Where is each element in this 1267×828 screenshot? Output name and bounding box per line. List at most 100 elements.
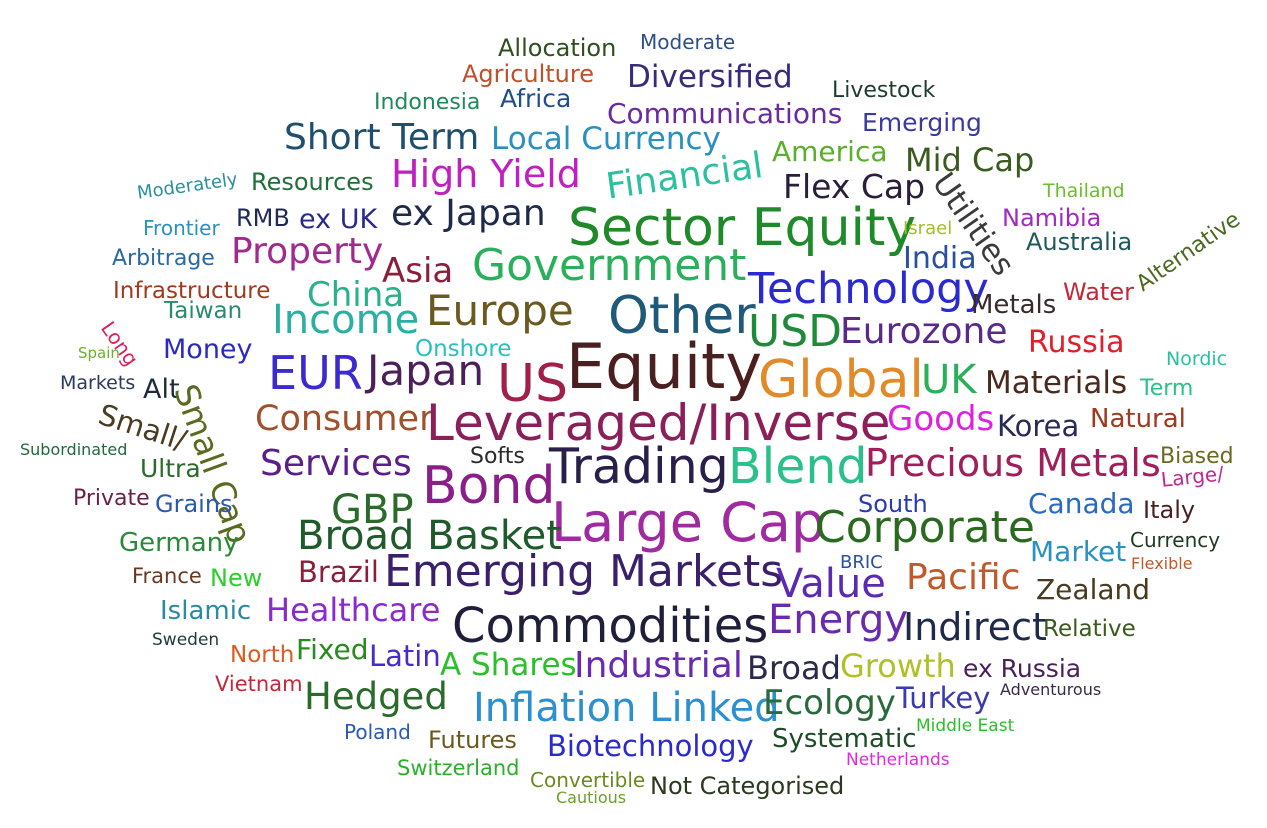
word-nordic: Nordic xyxy=(1166,348,1228,370)
word-local-currency: Local Currency xyxy=(491,121,721,157)
word-ex-japan: ex Japan xyxy=(391,193,546,234)
word-goods: Goods xyxy=(887,399,995,439)
word-zealand: Zealand xyxy=(1036,573,1151,606)
word-gbp: GBP xyxy=(331,487,414,533)
word-commodities: Commodities xyxy=(452,598,769,654)
word-relative: Relative xyxy=(1043,616,1136,642)
word-sector-equity: Sector Equity xyxy=(568,198,917,258)
word-metals: Metals xyxy=(971,290,1057,320)
word-government: Government xyxy=(472,240,747,291)
word-israel: Israel xyxy=(903,218,953,239)
word-blend: Blend xyxy=(728,438,868,495)
word-term: Term xyxy=(1140,376,1194,401)
word-other: Other xyxy=(608,286,756,346)
word-growth: Growth xyxy=(840,647,956,685)
word-water: Water xyxy=(1063,278,1134,306)
word-bond: Bond xyxy=(422,456,556,516)
word-australia: Australia xyxy=(1026,228,1133,256)
word-technology: Technology xyxy=(748,264,989,314)
word-not-categorised: Not Categorised xyxy=(650,772,845,800)
word-vietnam: Vietnam xyxy=(215,672,303,696)
word-spain: Spain xyxy=(78,344,120,362)
word-broad: Broad xyxy=(747,649,841,687)
word-flex-cap: Flex Cap xyxy=(783,167,926,206)
word-brazil: Brazil xyxy=(298,555,379,589)
word-property: Property xyxy=(231,231,384,272)
word-new: New xyxy=(210,564,263,592)
word-biased: Biased xyxy=(1160,444,1234,469)
word-canada: Canada xyxy=(1028,487,1135,520)
word-subordinated: Subordinated xyxy=(20,440,128,459)
word-industrial: Industrial xyxy=(574,645,743,686)
word-europe: Europe xyxy=(426,286,574,335)
word-inflation-linked: Inflation Linked xyxy=(473,685,780,731)
word-pacific: Pacific xyxy=(906,557,1021,598)
word-north: North xyxy=(230,642,295,668)
word-thailand: Thailand xyxy=(1043,180,1125,202)
word-moderately: Moderately xyxy=(135,168,239,204)
word-income: Income xyxy=(272,297,420,343)
word-biotechnology: Biotechnology xyxy=(547,729,754,763)
word-ex-uk: ex UK xyxy=(299,204,378,235)
word-consumer: Consumer xyxy=(255,399,434,439)
word-markets: Markets xyxy=(60,372,136,394)
word-energy: Energy xyxy=(768,597,909,643)
word-china: China xyxy=(307,275,405,315)
word-arbitrage: Arbitrage xyxy=(112,246,215,271)
word-adventurous: Adventurous xyxy=(1000,680,1102,699)
word-india: India xyxy=(903,241,977,276)
word-services: Services xyxy=(260,443,412,484)
word-america: America xyxy=(772,135,888,168)
word-alternative: Alternative xyxy=(1131,207,1246,297)
word-japan: Japan xyxy=(367,346,485,395)
word-africa: Africa xyxy=(500,84,572,113)
word-trading: Trading xyxy=(549,438,729,495)
word-allocation: Allocation xyxy=(498,34,617,62)
word-currency: Currency xyxy=(1130,528,1221,552)
word-large-cap: Large Cap xyxy=(551,491,826,554)
word-poland: Poland xyxy=(344,720,411,744)
word-moderate: Moderate xyxy=(640,30,736,54)
word-natural: Natural xyxy=(1090,404,1186,434)
word-ultra: Ultra xyxy=(140,454,201,483)
word-convertible: Convertible xyxy=(530,768,646,792)
word-rmb: RMB xyxy=(236,204,290,232)
word-hedged: Hedged xyxy=(304,675,448,718)
word-grains: Grains xyxy=(155,490,233,518)
word-corporate: Corporate xyxy=(815,502,1035,553)
word-large: Large/ xyxy=(1159,461,1225,492)
word-private: Private xyxy=(73,486,150,511)
word-emerging: Emerging xyxy=(862,108,982,137)
word-a-shares: A Shares xyxy=(440,647,577,683)
word-livestock: Livestock xyxy=(832,78,936,103)
word-diversified: Diversified xyxy=(627,59,793,95)
word-systematic: Systematic xyxy=(772,724,917,754)
word-netherlands: Netherlands xyxy=(846,750,950,770)
word-us: US xyxy=(497,354,569,414)
word-islamic: Islamic xyxy=(160,596,252,626)
word-korea: Korea xyxy=(997,409,1080,443)
word-asia: Asia xyxy=(382,251,454,291)
word-indonesia: Indonesia xyxy=(374,90,481,115)
word-namibia: Namibia xyxy=(1002,204,1102,232)
word-futures: Futures xyxy=(428,726,517,754)
word-global: Global xyxy=(758,350,924,410)
word-precious-metals: Precious Metals xyxy=(865,441,1161,485)
word-italy: Italy xyxy=(1143,496,1196,524)
word-russia: Russia xyxy=(1028,325,1125,360)
word-ex-russia: ex Russia xyxy=(963,654,1082,683)
word-middle-east: Middle East xyxy=(916,716,1015,736)
word-turkey: Turkey xyxy=(896,681,991,715)
word-market: Market xyxy=(1030,535,1127,568)
word-money: Money xyxy=(163,334,253,365)
word-high-yield: High Yield xyxy=(391,152,581,196)
word-healthcare: Healthcare xyxy=(266,591,441,629)
word-mid-cap: Mid Cap xyxy=(905,141,1035,179)
word-leveraged-inverse: Leveraged/Inverse xyxy=(426,394,891,452)
word-usd: USD xyxy=(748,306,843,357)
word-emerging-markets: Emerging Markets xyxy=(384,546,784,597)
word-eur: EUR xyxy=(268,346,363,400)
word-fixed: Fixed xyxy=(296,633,369,666)
word-flexible: Flexible xyxy=(1131,554,1193,573)
